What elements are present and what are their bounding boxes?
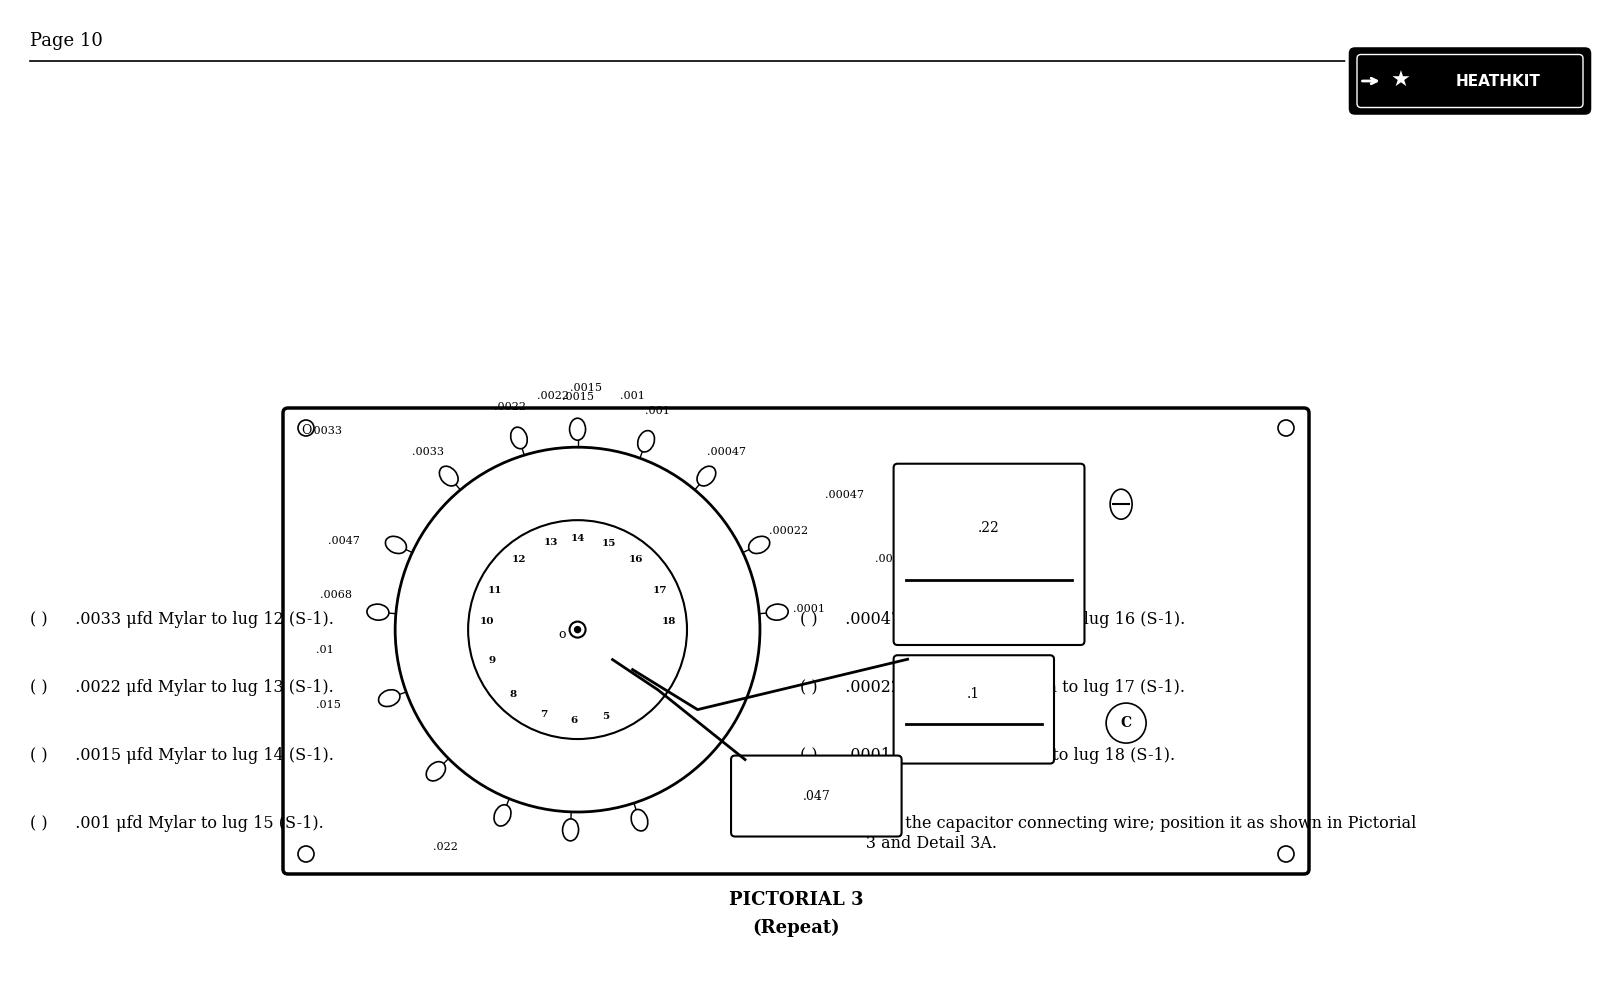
Text: ( ): ( ) [30, 747, 48, 764]
Ellipse shape [563, 819, 579, 841]
Text: 13: 13 [544, 538, 558, 546]
Text: 10: 10 [480, 617, 494, 626]
Ellipse shape [630, 809, 648, 831]
Text: 6: 6 [571, 716, 578, 726]
Text: .0033: .0033 [310, 426, 342, 436]
Text: .0022: .0022 [536, 391, 568, 401]
Text: 17: 17 [653, 587, 667, 595]
Text: .001: .001 [645, 406, 669, 416]
Text: .0033: .0033 [413, 446, 445, 456]
Ellipse shape [749, 537, 770, 553]
Text: .1: .1 [968, 688, 981, 701]
Text: .0022 μfd Mylar to lug 13 (S-1).: .0022 μfd Mylar to lug 13 (S-1). [66, 679, 334, 696]
FancyBboxPatch shape [731, 755, 902, 837]
Text: .001 μfd Mylar to lug 15 (S-1).: .001 μfd Mylar to lug 15 (S-1). [66, 815, 323, 832]
Text: ( ): ( ) [800, 611, 818, 628]
Text: .00047 μfd (470 μμf) mica to lug 16 (S-1).: .00047 μfd (470 μμf) mica to lug 16 (S-1… [835, 611, 1186, 628]
Ellipse shape [494, 804, 510, 826]
FancyBboxPatch shape [1347, 45, 1594, 117]
Text: .047: .047 [803, 790, 830, 802]
Ellipse shape [638, 431, 654, 452]
Circle shape [1278, 420, 1294, 436]
Text: C: C [1120, 716, 1131, 730]
Circle shape [298, 846, 314, 862]
Text: ( ): ( ) [30, 815, 48, 832]
Text: 8: 8 [509, 690, 517, 698]
Text: ( ): ( ) [800, 679, 818, 696]
Text: .0068: .0068 [320, 591, 352, 600]
Text: 12: 12 [512, 555, 526, 564]
FancyBboxPatch shape [893, 464, 1085, 645]
Ellipse shape [570, 418, 586, 440]
Text: 18: 18 [661, 617, 675, 626]
Text: .0001: .0001 [925, 554, 957, 564]
Text: o: o [558, 628, 566, 642]
Text: HEATHKIT: HEATHKIT [1454, 74, 1541, 88]
Text: .00047: .00047 [707, 446, 747, 456]
Text: .00022: .00022 [875, 554, 914, 564]
Text: 15: 15 [602, 540, 616, 548]
Text: .0001 μfd (100 μμf) mica to lug 18 (S-1).: .0001 μfd (100 μμf) mica to lug 18 (S-1)… [835, 747, 1174, 764]
Text: .0015: .0015 [570, 383, 602, 393]
Text: ( ): ( ) [800, 815, 818, 832]
Text: ( ): ( ) [800, 747, 818, 764]
Text: .22: .22 [978, 521, 1000, 536]
Text: ( ): ( ) [30, 611, 48, 628]
Text: .015: .015 [317, 699, 341, 710]
Text: PICTORIAL 3: PICTORIAL 3 [728, 891, 864, 909]
Text: .01: .01 [317, 645, 334, 655]
Text: .0015 μfd Mylar to lug 14 (S-1).: .0015 μfd Mylar to lug 14 (S-1). [66, 747, 334, 764]
Ellipse shape [440, 466, 458, 486]
Text: .00022: .00022 [768, 527, 808, 537]
Circle shape [298, 420, 314, 436]
Text: ( ): ( ) [30, 679, 48, 696]
Ellipse shape [766, 604, 789, 620]
FancyBboxPatch shape [283, 408, 1309, 874]
Text: 11: 11 [488, 587, 502, 595]
Circle shape [570, 622, 586, 638]
Circle shape [574, 627, 581, 633]
Text: Page 10: Page 10 [30, 32, 102, 50]
Text: .022: .022 [434, 842, 458, 852]
Text: 5: 5 [602, 712, 610, 721]
Ellipse shape [386, 537, 406, 553]
Text: (Repeat): (Repeat) [752, 919, 840, 937]
Text: .00047: .00047 [826, 490, 864, 500]
Text: .0001: .0001 [794, 604, 826, 614]
Text: .001: .001 [621, 391, 645, 401]
Text: Locate the capacitor connecting wire; position it as shown in Pictorial
      3 : Locate the capacitor connecting wire; po… [835, 815, 1416, 852]
Text: 14: 14 [570, 534, 584, 542]
Ellipse shape [1110, 490, 1133, 519]
Text: ★: ★ [1390, 71, 1411, 91]
Circle shape [1106, 703, 1146, 743]
Text: O: O [301, 425, 310, 438]
Text: .0033 μfd Mylar to lug 12 (S-1).: .0033 μfd Mylar to lug 12 (S-1). [66, 611, 334, 628]
Text: .0047: .0047 [328, 536, 360, 545]
FancyBboxPatch shape [893, 655, 1054, 763]
Circle shape [1278, 846, 1294, 862]
Text: .0022: .0022 [494, 402, 526, 412]
Text: .0015: .0015 [562, 392, 594, 402]
Ellipse shape [698, 466, 715, 486]
Text: 7: 7 [539, 710, 547, 719]
Ellipse shape [426, 761, 445, 781]
Ellipse shape [379, 690, 400, 706]
Ellipse shape [366, 604, 389, 620]
Text: .00022 μfd (220 μμf) mica to lug 17 (S-1).: .00022 μfd (220 μμf) mica to lug 17 (S-1… [835, 679, 1186, 696]
Text: 9: 9 [488, 656, 494, 665]
Text: 16: 16 [629, 555, 643, 564]
Ellipse shape [510, 427, 528, 448]
